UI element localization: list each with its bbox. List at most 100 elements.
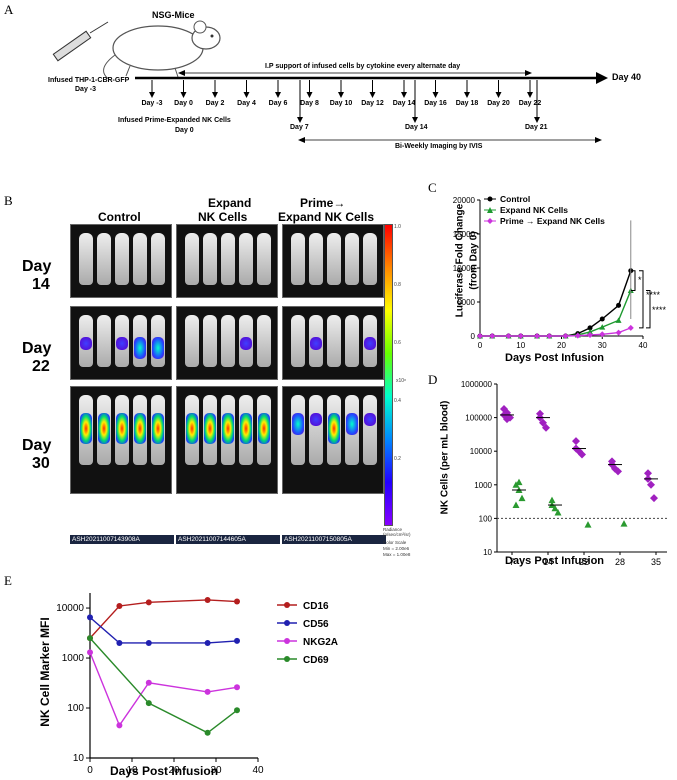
bioluminescence-signal [98, 413, 110, 444]
chart-c-ytick-label: 5000 [457, 298, 475, 307]
chart-d-xtick-label: 35 [651, 557, 661, 567]
chart-c-point [489, 333, 496, 339]
chart-d-ytick-label: 1000000 [461, 380, 493, 389]
chart-c-point [587, 328, 594, 335]
scale-exp: x10⁸ [396, 378, 407, 384]
chart-e-point [87, 649, 93, 656]
bioluminescence-signal [310, 337, 322, 350]
mouse-body [291, 233, 305, 285]
chart-e-point [234, 598, 240, 605]
chart-c-point [517, 333, 524, 339]
chart-e-line-0 [89, 599, 238, 639]
chart-c: 0 5000 10000 15000 20000 0 10 20 30 40 ControlExpa… [453, 194, 667, 350]
chart-c-xtick-label: 10 [516, 341, 525, 350]
panel-label-c: C [428, 180, 437, 195]
chart-d-point [620, 520, 628, 527]
mouse-body [185, 233, 199, 285]
mouse-body [239, 233, 253, 285]
mouse-body [257, 233, 271, 285]
mouse-body [97, 315, 111, 367]
ivis-image-r1-c0 [70, 306, 172, 380]
bioluminescence-signal [310, 413, 322, 426]
timeline-arrowhead-12 [527, 92, 533, 98]
day40-label: Day 40 [612, 72, 642, 82]
chart-d-point [506, 413, 514, 422]
chart-e-legend-label: CD69 [303, 655, 329, 666]
timeline-day-11: Day 20 [487, 100, 510, 107]
chart-c-point [534, 333, 541, 339]
bioluminescence-signal [364, 413, 376, 426]
chart-c-point [546, 333, 553, 339]
mouse-body [327, 395, 341, 465]
bioluminescence-signal [364, 337, 376, 350]
chart-e-point [204, 688, 211, 695]
chart-e-line-3 [89, 637, 238, 734]
mouse-body [79, 233, 93, 285]
chart-e-point [116, 602, 123, 609]
chart-d-point [647, 480, 655, 489]
timeline-arrowhead-3 [243, 92, 250, 98]
chart-e-line-1 [89, 616, 238, 644]
row-day-22-a: Day [22, 340, 52, 357]
chart-e-xtick-label: 0 [87, 765, 93, 776]
mouse-body [221, 315, 235, 367]
infused-thp1-label: Infused THP-1-CBR-GFP [48, 77, 130, 84]
mouse-body [345, 233, 359, 285]
chart-d-point [578, 450, 586, 459]
timeline-day-1: Day 0 [174, 100, 193, 107]
mouse-body [221, 395, 235, 465]
row-day-14-b: 14 [32, 276, 50, 293]
mouse-body [327, 315, 341, 367]
chart-e-point [234, 684, 240, 691]
chart-e-point [234, 637, 240, 644]
chart-e-ytick-label: 10 [73, 753, 85, 764]
scale-tick-3: 0.6 [394, 340, 401, 346]
mouse-body [327, 233, 341, 285]
mouse-icon [103, 20, 221, 81]
timeline-day-9: Day 16 [424, 100, 447, 107]
mouse-body [363, 233, 377, 285]
chart-e-xtick-label: 20 [168, 765, 180, 776]
chart-d-point [650, 494, 658, 503]
timeline-figure [52, 20, 608, 143]
bioluminescence-signal [134, 413, 146, 444]
chart-c-point [616, 302, 622, 308]
infused-thp1-day: Day -3 [75, 86, 97, 93]
scale-color-label: Color Scale [383, 540, 407, 545]
row-day-22-b: 22 [32, 358, 50, 375]
col-expand-title-2: NK Cells [198, 210, 248, 224]
mouse-body [203, 315, 217, 367]
chart-d-point [539, 418, 547, 427]
ivis-image-r2-c0 [70, 386, 172, 494]
chart-d-point [614, 467, 622, 476]
chart-e-xtick-label: 40 [252, 765, 264, 776]
mouse-body [239, 395, 253, 465]
chart-e-point [116, 639, 123, 646]
chart-d-point [500, 405, 508, 414]
chart-d-xtick-label: 22 [579, 557, 589, 567]
timeline-arrowhead-4 [275, 92, 281, 98]
id-label-2: ASH20211007144605A [176, 535, 280, 544]
mouse-body [151, 315, 165, 367]
chart-c-xlabel: Days Post Infusion [505, 352, 605, 364]
mouse-body [185, 395, 199, 465]
timeline-day-4: Day 6 [268, 100, 288, 107]
chart-c-ylabel-2: (from Day 0) [468, 231, 480, 290]
mouse-body [133, 395, 147, 465]
chart-c-ytick-label: 15000 [453, 230, 476, 239]
chart-d-point [518, 494, 526, 502]
mouse-body [115, 233, 129, 285]
mouse-body [79, 395, 93, 465]
mouse-label: NSG-Mice [152, 10, 195, 20]
mouse-body [221, 233, 235, 285]
bioluminescence-signal [222, 413, 234, 444]
bioluminescence-signal [116, 413, 128, 444]
chart-e-point [145, 679, 152, 686]
ivis-image-r2-c2 [282, 386, 384, 494]
timeline-arrowhead-11 [495, 92, 502, 98]
imaging-day-14: Day 14 [405, 124, 428, 131]
timeline-arrowhead-1 [180, 92, 187, 98]
chart-e-point [145, 639, 152, 646]
timeline-day-8: Day 14 [392, 100, 416, 107]
mouse-body [345, 315, 359, 367]
